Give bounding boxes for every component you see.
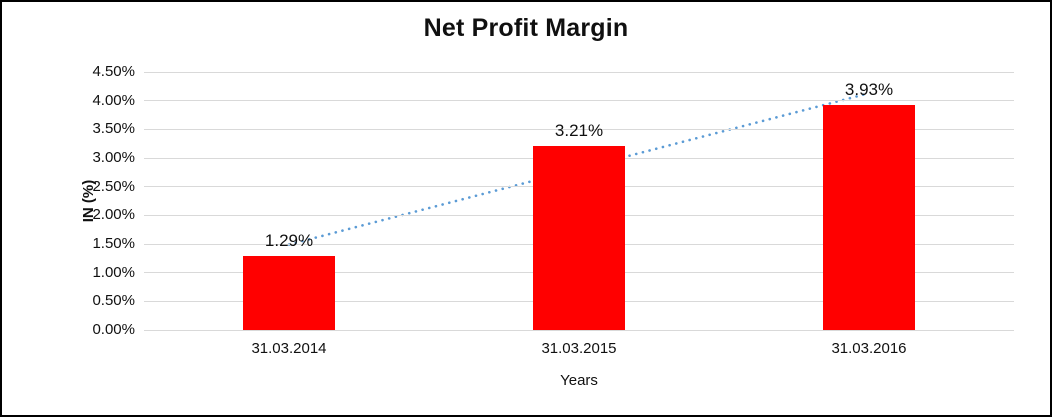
x-category-label: 31.03.2014 xyxy=(251,340,327,357)
gridline xyxy=(144,329,1014,331)
bar-data-label: 3.21% xyxy=(554,120,604,140)
gridline xyxy=(144,100,1014,102)
y-tick-label: 0.50% xyxy=(92,292,135,310)
gridline xyxy=(144,71,1014,73)
bar xyxy=(823,104,915,330)
x-axis-title: Years xyxy=(560,372,598,389)
y-tick-label: 3.00% xyxy=(92,149,135,166)
y-tick-label: 1.00% xyxy=(92,263,135,281)
bar xyxy=(533,145,625,330)
y-tick-label: 2.50% xyxy=(92,177,135,195)
x-category-label: 31.03.2015 xyxy=(541,340,617,357)
y-tick-label: 4.00% xyxy=(92,91,135,109)
chart-title: Net Profit Margin xyxy=(423,14,629,42)
y-tick-label: 2.00% xyxy=(92,206,135,224)
y-tick-label: 1.50% xyxy=(92,235,135,252)
bar-data-label: 3.93% xyxy=(844,79,894,99)
bar-data-label: 1.29% xyxy=(264,231,314,251)
y-tick-label: 3.50% xyxy=(92,120,135,138)
y-tick-label: 0.00% xyxy=(92,321,135,338)
gridline xyxy=(144,128,1014,130)
bar xyxy=(243,256,335,330)
y-tick-label: 4.50% xyxy=(92,63,135,80)
x-category-label: 31.03.2016 xyxy=(831,340,907,357)
